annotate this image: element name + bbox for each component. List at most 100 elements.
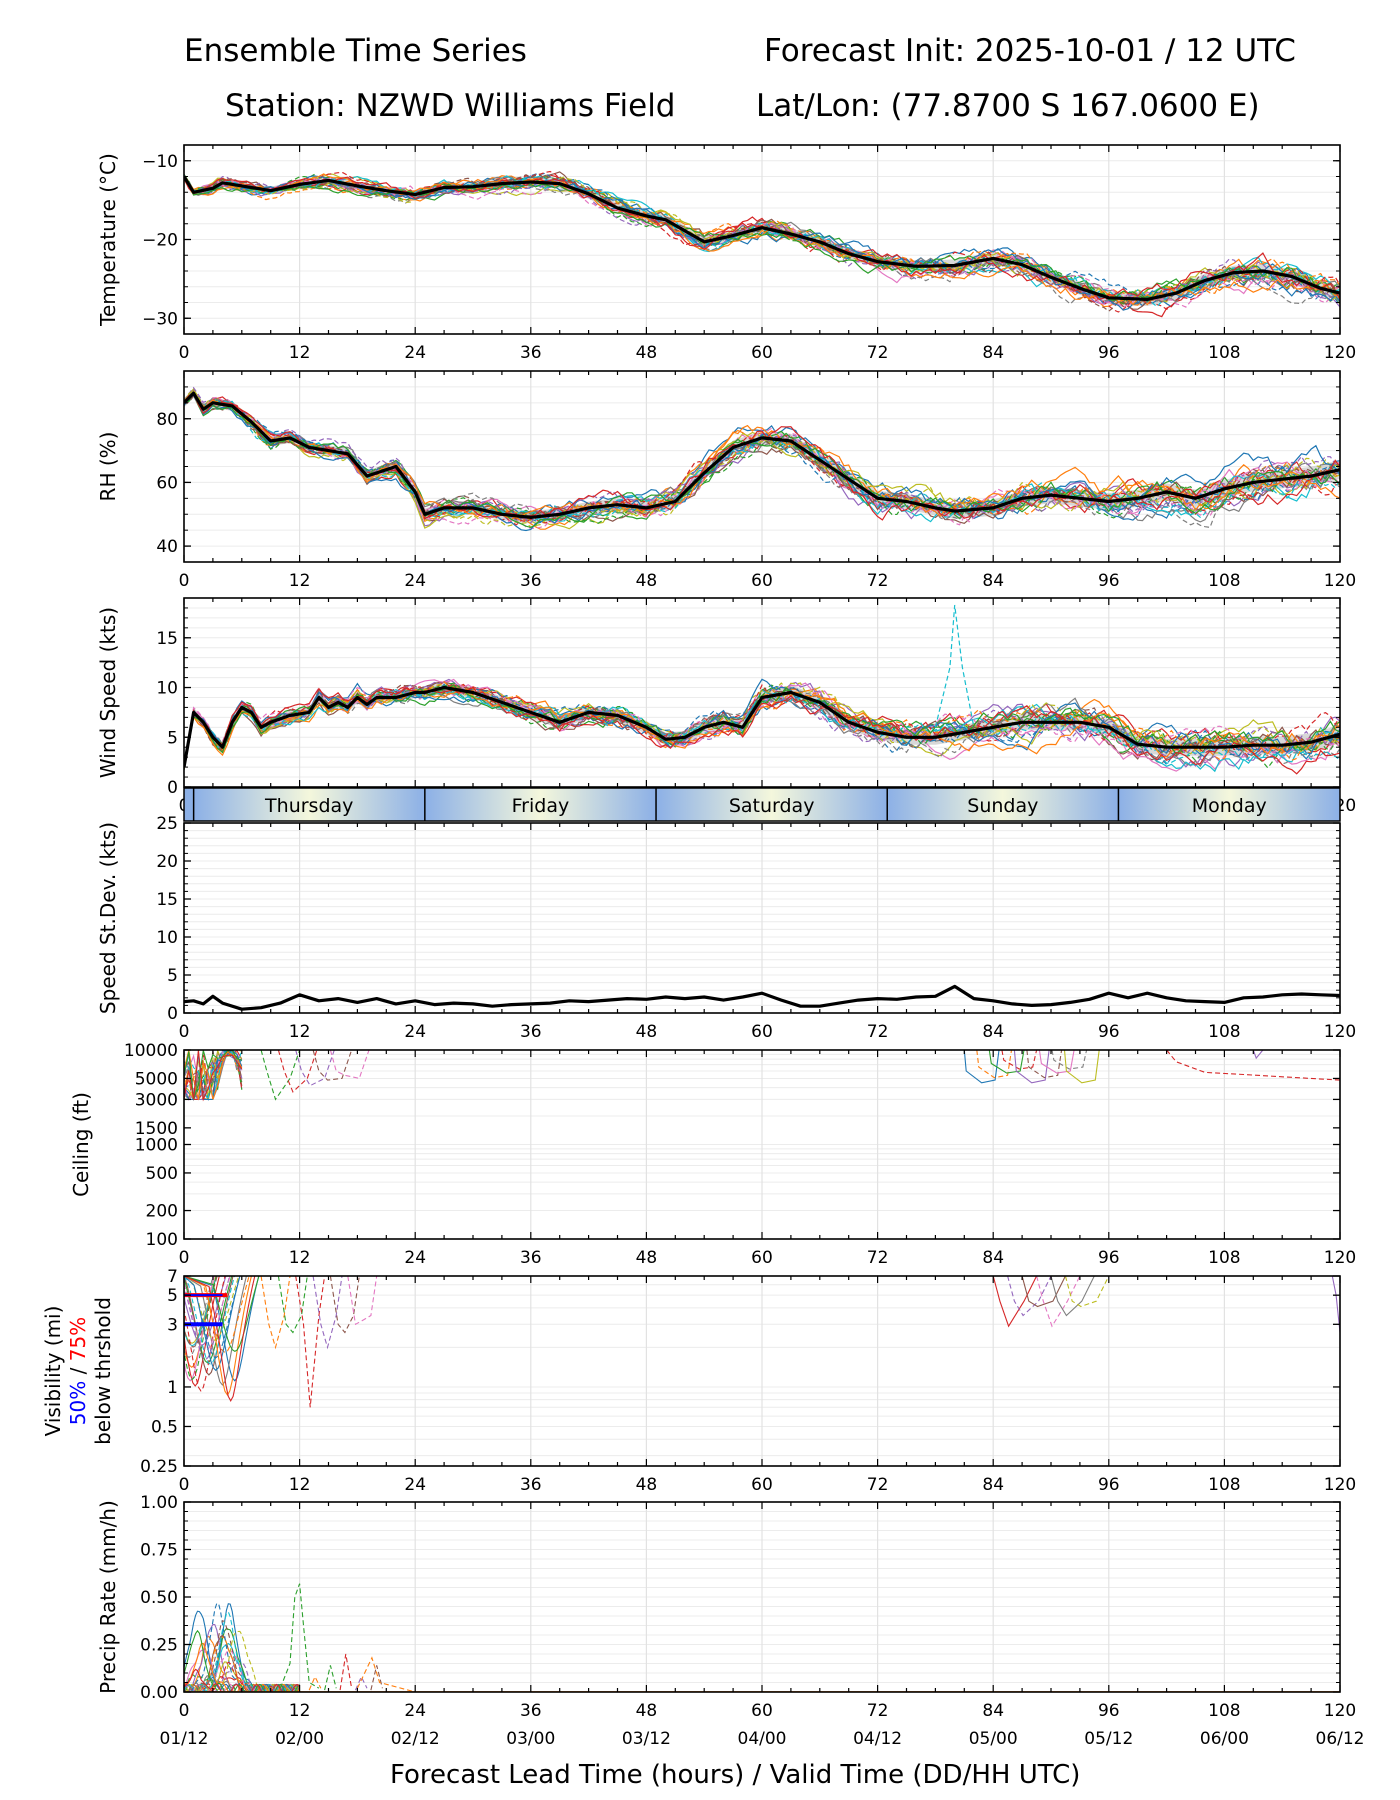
precip-member-line bbox=[324, 1665, 337, 1691]
day-label: Saturday bbox=[729, 795, 815, 817]
stdev-line bbox=[184, 984, 1340, 1011]
ensemble-member-line bbox=[184, 688, 1340, 766]
x-tick-label: 60 bbox=[751, 571, 773, 591]
x-tick-label: 24 bbox=[404, 1701, 426, 1721]
y-tick-label: −20 bbox=[142, 231, 178, 251]
ensemble-mean-line bbox=[184, 175, 1340, 301]
x-tick-label: 60 bbox=[751, 1475, 773, 1495]
label-50-percent: 50% bbox=[66, 1381, 90, 1425]
day-segment bbox=[1118, 788, 1340, 821]
visibility-member-line bbox=[184, 1276, 252, 1397]
ceiling-member-line bbox=[988, 1050, 1025, 1074]
plot-area bbox=[184, 170, 1340, 318]
x-tick-label: 0 bbox=[179, 343, 190, 363]
visibility-member-line bbox=[184, 1276, 227, 1346]
precip-member-line bbox=[184, 1668, 301, 1692]
x-tick-label: 60 bbox=[751, 1701, 773, 1721]
day-label: Sunday bbox=[967, 795, 1038, 817]
ensemble-member-line bbox=[184, 175, 1340, 311]
y-tick-label: 20 bbox=[156, 852, 178, 872]
panel-wind_speed: 05101501224364860728496108120Wind Speed … bbox=[96, 597, 1356, 816]
precip-member-line bbox=[354, 1675, 368, 1691]
y-tick-label: 10000 bbox=[124, 1041, 178, 1061]
x-tick-label: 72 bbox=[867, 1475, 889, 1495]
precip-member-line bbox=[184, 1674, 301, 1692]
y-tick-label: −30 bbox=[142, 309, 178, 329]
x-tick-label: 12 bbox=[289, 343, 311, 363]
y-axis-label-line2: below thrshold bbox=[91, 1297, 115, 1445]
ceiling-member-line bbox=[1063, 1050, 1100, 1084]
visibility-member-line bbox=[1050, 1276, 1095, 1317]
visibility-member-line bbox=[1064, 1276, 1110, 1308]
plot-area bbox=[184, 984, 1340, 1011]
x-tick-label: 60 bbox=[751, 1248, 773, 1268]
y-tick-label: 0 bbox=[167, 778, 178, 798]
x-tick-label: 120 bbox=[1324, 1475, 1356, 1495]
x-tick-label: 12 bbox=[289, 1475, 311, 1495]
y-tick-label: 5 bbox=[167, 1286, 178, 1306]
x-tick-label: 72 bbox=[867, 1248, 889, 1268]
ensemble-member-line bbox=[184, 686, 1340, 775]
valid-time-label: 04/00 bbox=[738, 1729, 787, 1749]
x-tick-label: 108 bbox=[1208, 571, 1240, 591]
ceiling-member-line bbox=[976, 1050, 1013, 1079]
y-tick-label: 0.75 bbox=[140, 1541, 178, 1561]
x-tick-label: 48 bbox=[636, 1475, 658, 1495]
visibility-member-line bbox=[184, 1276, 233, 1364]
day-segment bbox=[656, 788, 888, 821]
x-tick-label: 96 bbox=[1098, 1475, 1120, 1495]
x-tick-label: 48 bbox=[636, 1022, 658, 1042]
visibility-member-line bbox=[1036, 1276, 1081, 1328]
y-tick-label: 5000 bbox=[135, 1069, 178, 1089]
visibility-member-line bbox=[277, 1276, 308, 1334]
y-axis-label: Visibility (mi) bbox=[41, 1306, 65, 1437]
chart-title: Ensemble Time Series bbox=[184, 33, 527, 69]
x-tick-label: 72 bbox=[867, 1701, 889, 1721]
x-tick-label: 0 bbox=[179, 1022, 190, 1042]
x-tick-label: 12 bbox=[289, 1022, 311, 1042]
y-tick-label: 3000 bbox=[135, 1090, 178, 1110]
visibility-member-line bbox=[260, 1276, 291, 1350]
visibility-member-line bbox=[184, 1276, 241, 1372]
x-tick-label: 108 bbox=[1208, 1701, 1240, 1721]
forecast-init: Forecast Init: 2025-10-01 / 12 UTC bbox=[764, 33, 1296, 69]
panel-rh: 40 60 80 0 12 24 36 48 60 72 84 96 108 120 RH (%) bbox=[96, 370, 1356, 591]
visibility-member-line bbox=[184, 1276, 218, 1348]
y-tick-label: 40 bbox=[156, 537, 178, 557]
x-tick-label: 96 bbox=[1098, 571, 1120, 591]
y-axis-label: Speed St.Dev. (kts) bbox=[96, 822, 120, 1014]
x-tick-label: 120 bbox=[1324, 343, 1356, 363]
precip-member-line bbox=[279, 1583, 320, 1689]
x-tick-label: 84 bbox=[982, 1475, 1004, 1495]
panel-temperature: −10 −20 −300 12 24 36 48 60 72 84 96 108 120 Temperat… bbox=[96, 144, 1356, 363]
ceiling-member-line bbox=[184, 1050, 243, 1102]
x-tick-label: 108 bbox=[1208, 343, 1240, 363]
ceiling-member-line bbox=[963, 1050, 1000, 1084]
ensemble-member-line bbox=[184, 690, 1340, 767]
x-tick-label: 48 bbox=[636, 1248, 658, 1268]
x-tick-label: 36 bbox=[520, 343, 542, 363]
visibility-member-line bbox=[184, 1276, 234, 1376]
x-axis-title: Forecast Lead Time (hours) / Valid Time … bbox=[390, 1760, 1081, 1790]
x-tick-label: 72 bbox=[867, 571, 889, 591]
y-tick-label: 25 bbox=[156, 814, 178, 834]
y-tick-label: 0.50 bbox=[140, 1588, 178, 1608]
y-tick-label: 5 bbox=[167, 728, 178, 748]
y-tick-label: 7 bbox=[167, 1267, 178, 1287]
day-label: Monday bbox=[1192, 795, 1267, 817]
ensemble-member-line bbox=[184, 682, 1340, 770]
x-tick-label: 48 bbox=[636, 1701, 658, 1721]
y-tick-label: 1 bbox=[167, 1378, 178, 1398]
visibility-member-line bbox=[184, 1276, 217, 1381]
x-tick-label: 24 bbox=[404, 571, 426, 591]
x-tick-label: 120 bbox=[1324, 571, 1356, 591]
x-tick-label: 0 bbox=[179, 571, 190, 591]
ensemble-mean-line bbox=[184, 391, 1340, 519]
x-tick-label: 36 bbox=[520, 1701, 542, 1721]
x-tick-label: 36 bbox=[520, 1022, 542, 1042]
ensemble-member-line bbox=[184, 178, 1340, 302]
label-75-percent: 75% bbox=[66, 1317, 90, 1361]
station-latlon: Lat/Lon: (77.8700 S 167.0600 E) bbox=[756, 88, 1260, 124]
